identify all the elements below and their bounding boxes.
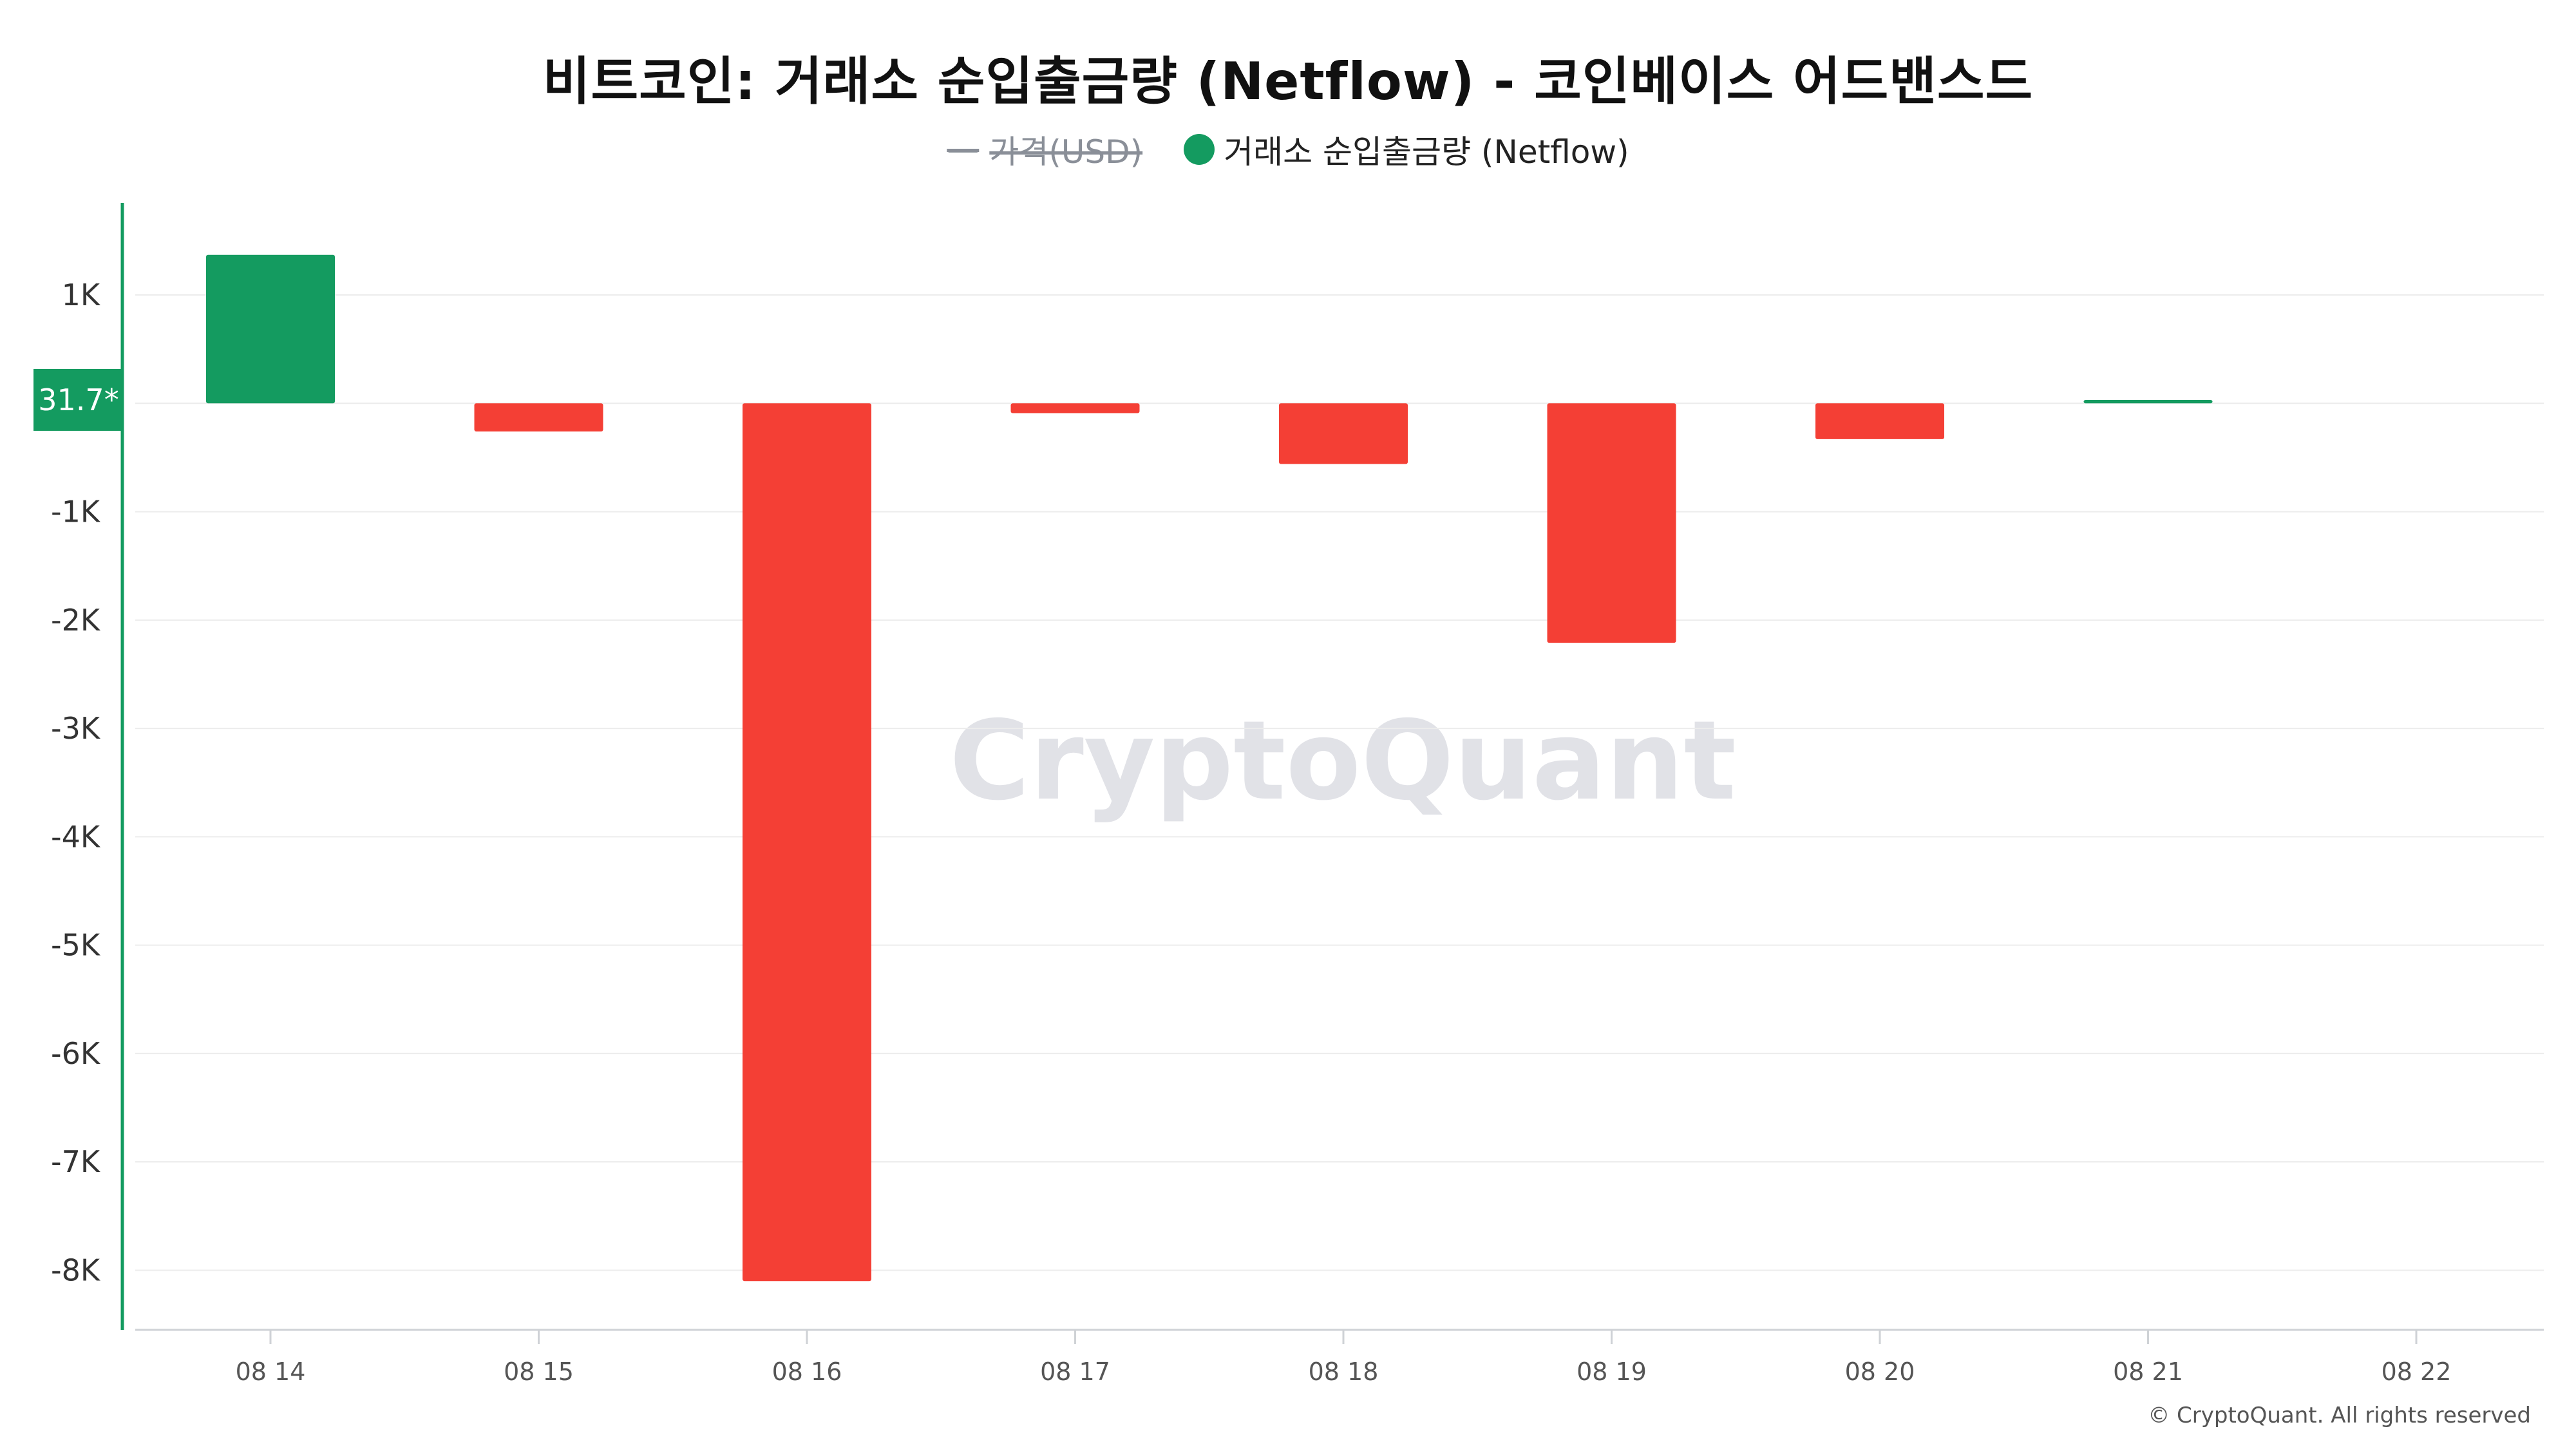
current-value-label: 31.7*	[38, 383, 118, 417]
x-tick-label: 08 20	[1845, 1358, 1915, 1386]
bar	[1010, 403, 1140, 413]
y-tick-label: -1K	[51, 495, 101, 529]
y-tick-label: -5K	[51, 928, 101, 963]
y-tick-label: -8K	[51, 1253, 101, 1287]
legend-item-netflow[interactable]: 거래소 순입출금량 (Netflow)	[1142, 126, 1629, 173]
bar	[1547, 403, 1676, 643]
chart-legend: — 가격(USD) 거래소 순입출금량 (Netflow)	[0, 126, 2576, 173]
chart-title: 비트코인: 거래소 순입출금량 (Netflow) - 코인베이스 어드밴스드	[542, 52, 2034, 111]
x-tick-label: 08 18	[1309, 1358, 1379, 1386]
bar	[474, 403, 603, 432]
copyright-text: © CryptoQuant. All rights reserved	[2148, 1403, 2531, 1428]
x-tick-label: 08 16	[772, 1358, 842, 1386]
legend-line-icon: —	[947, 131, 980, 168]
legend-label-netflow: 거래소 순입출금량 (Netflow)	[1224, 133, 1629, 171]
x-tick-label: 08 21	[2113, 1358, 2183, 1386]
bar	[206, 254, 335, 404]
legend-item-price[interactable]: — 가격(USD)	[947, 126, 1142, 173]
y-tick-label: -4K	[51, 819, 101, 854]
y-tick-label: -3K	[51, 711, 101, 746]
y-tick-label: -7K	[51, 1144, 101, 1179]
y-tick-label: -2K	[51, 603, 101, 638]
bar	[1279, 403, 1408, 464]
legend-label-price: 가격(USD)	[989, 133, 1143, 171]
y-tick-label: 1K	[62, 278, 101, 312]
x-tick-label: 08 22	[2382, 1358, 2452, 1386]
bar	[743, 403, 871, 1282]
x-tick-label: 08 14	[236, 1358, 306, 1386]
x-tick-label: 08 15	[504, 1358, 574, 1386]
x-tick-label: 08 17	[1040, 1358, 1110, 1386]
x-tick-label: 08 19	[1577, 1358, 1647, 1386]
bar	[2083, 399, 2213, 404]
current-value-badge	[33, 368, 124, 431]
legend-dot-icon	[1184, 134, 1215, 165]
watermark-logo: CryptoQuant	[949, 697, 1736, 825]
bar	[1815, 403, 1944, 439]
y-tick-label: -6K	[51, 1036, 101, 1071]
